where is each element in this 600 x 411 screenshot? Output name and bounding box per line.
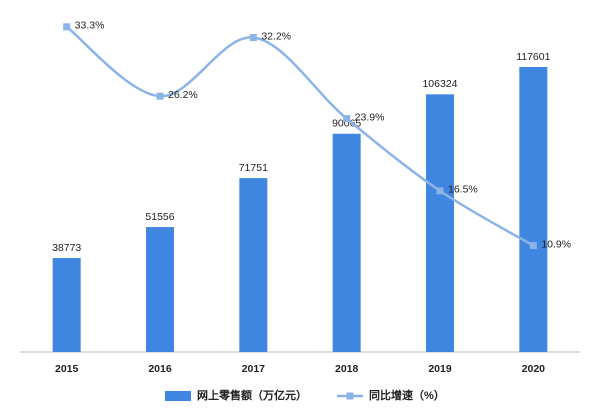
bar-label: 71751 [239,162,268,174]
x-tick-label: 2018 [335,363,359,375]
line [65,25,534,247]
x-tick-label: 2020 [522,363,546,375]
x-tick-label: 2015 [55,363,79,375]
line-marker [436,187,444,195]
legend-label: 网上零售额（万亿元） [197,388,307,402]
bar-label: 106324 [422,78,457,90]
legend-label: 同比增速（%） [369,388,445,402]
bar-label: 117601 [516,51,550,63]
line-marker [63,23,71,31]
line-label: 33.3% [75,20,105,32]
bar [52,258,81,352]
line-label: 32.2% [261,30,291,42]
bar-label: 51556 [145,211,174,223]
bar [239,178,268,352]
x-tick-label: 2017 [242,363,266,375]
line-label: 16.5% [448,184,478,196]
line-label: 26.2% [168,89,198,101]
line-marker [343,115,351,123]
legend-swatch [346,392,354,400]
line-marker [249,34,257,42]
bar [332,133,361,352]
x-tick-label: 2019 [428,363,452,375]
bar [519,67,548,352]
line-marker [529,242,537,250]
line-marker [156,92,164,100]
bar [146,227,174,352]
x-tick-label: 2016 [148,363,172,375]
bar [426,94,454,352]
bar-label: 38773 [52,242,81,254]
bar-label: 90065 [332,118,361,130]
line-label: 10.9% [541,238,571,250]
legend-swatch [165,391,191,401]
line-label: 23.9% [355,111,385,123]
